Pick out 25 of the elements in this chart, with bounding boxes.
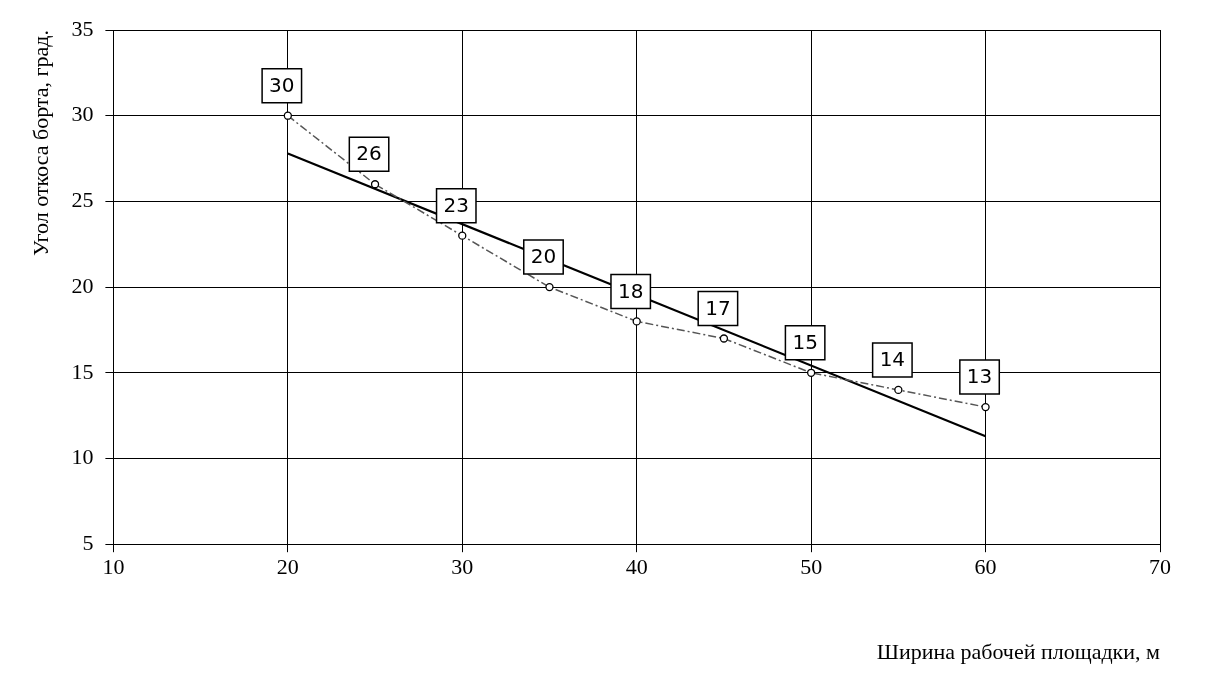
data-label: 15 bbox=[792, 330, 818, 354]
data-label: 20 bbox=[530, 244, 557, 269]
x-tick-label: 10 bbox=[102, 554, 125, 580]
x-axis-title: Ширина рабочей площадки, м bbox=[876, 638, 1161, 664]
data-label: 26 bbox=[356, 141, 382, 166]
y-tick-label: 30 bbox=[71, 101, 94, 127]
x-tick-label: 20 bbox=[276, 554, 299, 580]
data-label: 13 bbox=[966, 364, 993, 389]
y-tick-label: 15 bbox=[71, 358, 94, 384]
data-label: 23 bbox=[443, 192, 469, 217]
data-label: 14 bbox=[879, 347, 906, 372]
x-tick-label: 50 bbox=[800, 554, 823, 580]
y-axis-title: Угол откоса борта, град. bbox=[27, 30, 53, 257]
x-tick-label: 30 bbox=[451, 554, 474, 580]
y-tick-label: 25 bbox=[71, 187, 94, 213]
x-tick-label: 40 bbox=[625, 554, 648, 580]
data-label: 18 bbox=[617, 278, 644, 303]
data-label: 17 bbox=[705, 295, 731, 320]
y-tick-label: 35 bbox=[71, 15, 94, 41]
data-label: 30 bbox=[269, 72, 295, 97]
x-tick-label: 60 bbox=[974, 554, 997, 580]
y-tick-label: 10 bbox=[71, 444, 94, 470]
y-tick-label: 20 bbox=[71, 272, 94, 298]
y-tick-label: 5 bbox=[82, 529, 94, 555]
x-tick-label: 70 bbox=[1149, 554, 1171, 580]
